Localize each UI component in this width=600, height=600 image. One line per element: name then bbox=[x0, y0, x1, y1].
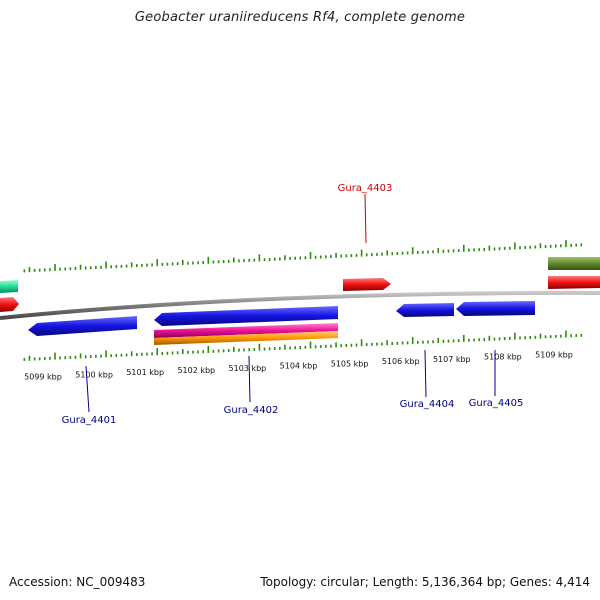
feature-gura-4401[interactable] bbox=[28, 316, 137, 336]
accession-text: Accession: NC_009483 bbox=[9, 575, 146, 589]
label-gura-4403[interactable]: Gura_4403 bbox=[338, 183, 393, 194]
tick-label: 5104 kbp bbox=[280, 362, 318, 371]
feature-magenta-band[interactable] bbox=[154, 323, 338, 338]
tick-label: 5109 kbp bbox=[535, 350, 573, 359]
tick-label: 5106 kbp bbox=[382, 357, 420, 366]
tick-label: 5100 kbp bbox=[75, 370, 113, 379]
label-gura-4404[interactable]: Gura_4404 bbox=[400, 399, 455, 410]
feature-gura-4402[interactable] bbox=[154, 306, 338, 326]
leader-gura-4401 bbox=[85, 365, 90, 413]
tick-label: 5099 kbp bbox=[24, 373, 62, 382]
tick-label: 5107 kbp bbox=[433, 355, 471, 364]
tick-label-group: 5099 kbp 5100 kbp 5101 kbp 5102 kbp 5103 kbp… bbox=[24, 350, 573, 381]
lower-tick-track bbox=[23, 330, 583, 361]
genome-backbone bbox=[0, 290, 600, 320]
tick-label: 5108 kbp bbox=[484, 353, 522, 362]
leader-gura-4402 bbox=[248, 355, 251, 403]
feature-orange-band[interactable] bbox=[154, 331, 338, 345]
feature-teal-left[interactable] bbox=[0, 280, 18, 293]
feature-green-right[interactable] bbox=[548, 257, 600, 270]
label-gura-4401[interactable]: Gura_4401 bbox=[62, 415, 117, 426]
feature-red-right[interactable] bbox=[548, 276, 600, 289]
tick-label: 5102 kbp bbox=[177, 366, 215, 375]
feature-gura-4403[interactable] bbox=[343, 278, 391, 291]
tick-label: 5101 kbp bbox=[126, 368, 164, 377]
feature-red-left[interactable] bbox=[0, 297, 19, 312]
tick-label: 5103 kbp bbox=[229, 364, 267, 373]
leader-gura-4403 bbox=[364, 193, 367, 244]
leader-gura-4404 bbox=[424, 349, 427, 398]
feature-gura-4405[interactable] bbox=[456, 301, 535, 316]
label-gura-4405[interactable]: Gura_4405 bbox=[469, 398, 524, 409]
genome-title: Geobacter uraniireducens Rf4, complete g… bbox=[134, 10, 466, 25]
upper-tick-track bbox=[23, 240, 583, 273]
label-gura-4402[interactable]: Gura_4402 bbox=[224, 405, 279, 416]
feature-gura-4404[interactable] bbox=[396, 303, 454, 317]
tick-label: 5105 kbp bbox=[331, 359, 369, 368]
genome-summary-text: Topology: circular; Length: 5,136,364 bp… bbox=[260, 575, 590, 589]
